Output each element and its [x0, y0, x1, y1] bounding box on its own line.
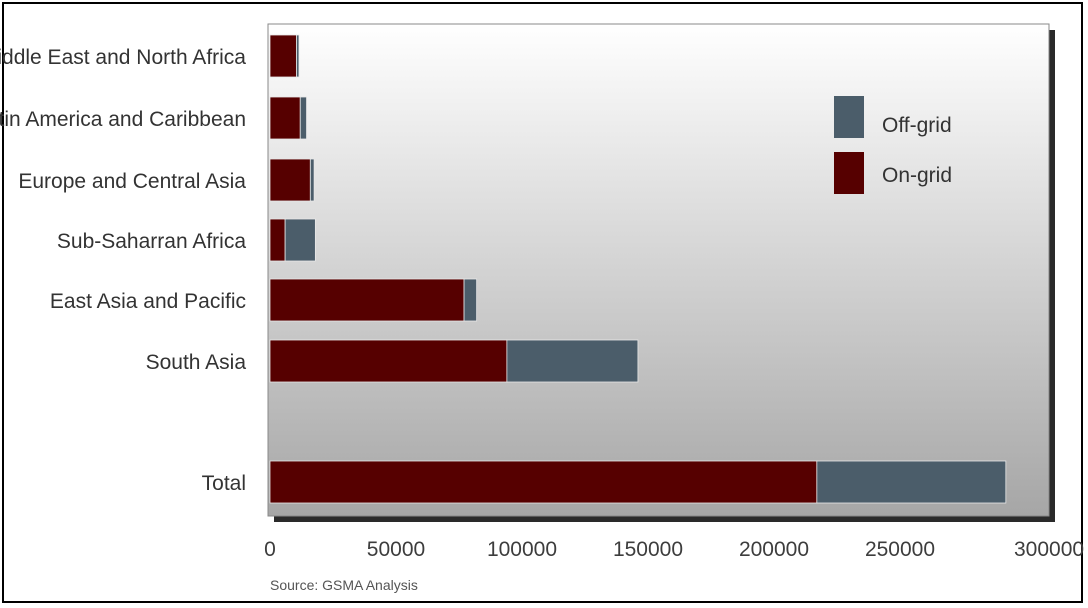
bar-on-grid-latin-america-and-caribbean [269, 96, 301, 140]
x-tick-label: 150000 [613, 538, 683, 561]
bar-off-grid-europe-and-central-asia [309, 158, 315, 202]
bar-on-grid-sub-saharran-africa [269, 218, 286, 262]
category-label: Sub-Saharran Africa [57, 230, 246, 253]
legend-label-on-grid: On-grid [882, 164, 952, 187]
category-label: Europe and Central Asia [18, 170, 246, 193]
bar-off-grid-total [816, 460, 1007, 504]
category-labels: Middle East and North Africa Latin Americ… [0, 46, 246, 495]
bar-off-grid-east-asia-and-pacific [463, 278, 478, 322]
x-tick-label: 100000 [487, 538, 557, 561]
category-label: Latin America and Caribbean [0, 108, 246, 131]
x-tick-label: 250000 [865, 538, 935, 561]
category-label: Total [202, 472, 246, 495]
bars-group [269, 34, 1007, 504]
bar-on-grid-middle-east-and-north-africa [269, 34, 297, 78]
bar-off-grid-sub-saharran-africa [284, 218, 316, 262]
plot-area [267, 23, 1050, 517]
legend-swatch-on-grid [834, 152, 864, 194]
bar-on-grid-south-asia [269, 339, 508, 383]
x-tick-label: 0 [264, 538, 276, 561]
legend: Off-grid On-grid [834, 96, 952, 194]
bar-off-grid-latin-america-and-caribbean [299, 96, 307, 140]
source-note: Source: GSMA Analysis [270, 577, 418, 593]
x-tick-labels: 0 50000 100000 150000 200000 250000 300000 [264, 538, 1084, 561]
x-tick-label: 200000 [739, 538, 809, 561]
x-tick-label: 300000 [1014, 538, 1084, 561]
bar-off-grid-south-asia [506, 339, 639, 383]
bar-off-grid-middle-east-and-north-africa [296, 34, 300, 78]
legend-label-off-grid: Off-grid [882, 114, 952, 137]
category-label: South Asia [146, 351, 247, 374]
bar-on-grid-total [269, 460, 818, 504]
bar-on-grid-east-asia-and-pacific [269, 278, 465, 322]
bar-on-grid-europe-and-central-asia [269, 158, 311, 202]
category-label: East Asia and Pacific [50, 290, 246, 313]
category-label: Middle East and North Africa [0, 46, 246, 69]
x-tick-label: 50000 [367, 538, 425, 561]
legend-swatch-off-grid [834, 96, 864, 138]
